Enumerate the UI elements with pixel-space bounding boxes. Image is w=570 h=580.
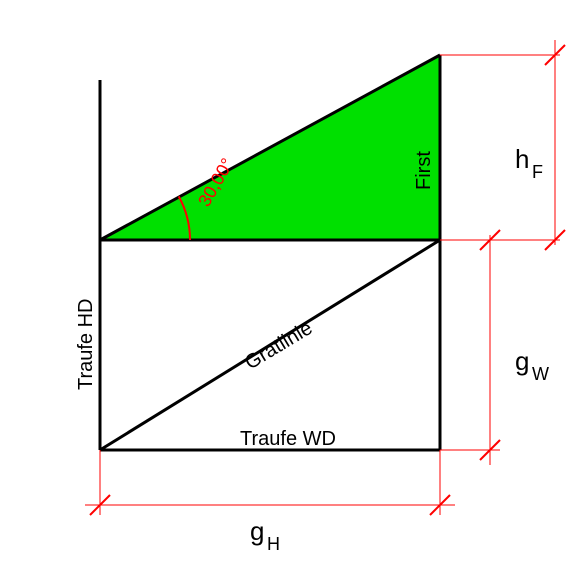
label-hF-h: h — [515, 144, 529, 174]
label-traufe-hd: Traufe HD — [75, 298, 97, 390]
label-gW-W: W — [532, 364, 549, 384]
diagram-svg: 30,00°FirstTraufe HDGratlinieTraufe WDhF… — [0, 0, 570, 580]
label-gH-g: g — [250, 516, 264, 546]
label-first: First — [413, 151, 435, 190]
label-traufe-wd: Traufe WD — [240, 428, 336, 450]
label-gW-g: g — [515, 346, 529, 376]
label-hF-F: F — [532, 162, 543, 182]
label-gH-H: H — [267, 534, 280, 554]
label-gratlinie: Gratlinie — [241, 317, 316, 374]
